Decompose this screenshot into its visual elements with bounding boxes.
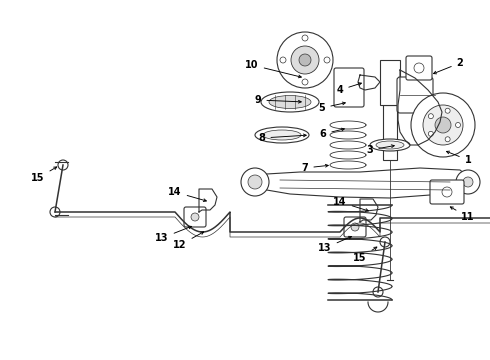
Polygon shape [250, 168, 470, 198]
Circle shape [351, 223, 359, 231]
Text: 6: 6 [319, 128, 344, 139]
Circle shape [277, 32, 333, 88]
Circle shape [58, 160, 68, 170]
Ellipse shape [269, 95, 311, 108]
FancyBboxPatch shape [383, 105, 397, 160]
Ellipse shape [263, 130, 301, 140]
Circle shape [302, 79, 308, 85]
Text: 4: 4 [337, 83, 362, 95]
Text: 8: 8 [259, 133, 306, 143]
Text: 15: 15 [353, 247, 377, 263]
Text: 11: 11 [450, 207, 475, 222]
Ellipse shape [255, 127, 309, 143]
Circle shape [428, 131, 433, 136]
Ellipse shape [261, 92, 319, 112]
Circle shape [191, 213, 199, 221]
FancyBboxPatch shape [430, 180, 464, 204]
Circle shape [456, 122, 461, 127]
Circle shape [411, 93, 475, 157]
Circle shape [442, 187, 452, 197]
Text: 7: 7 [302, 163, 328, 173]
Text: 13: 13 [155, 226, 192, 243]
Text: 12: 12 [173, 232, 204, 250]
Text: 14: 14 [333, 197, 368, 211]
Text: 14: 14 [168, 187, 206, 202]
FancyBboxPatch shape [334, 68, 364, 107]
Text: 1: 1 [446, 151, 471, 165]
Circle shape [423, 105, 463, 145]
Circle shape [463, 177, 473, 187]
Circle shape [324, 57, 330, 63]
Circle shape [414, 63, 424, 73]
Circle shape [248, 175, 262, 189]
Circle shape [302, 35, 308, 41]
Text: 10: 10 [245, 60, 301, 78]
Circle shape [291, 46, 319, 74]
Circle shape [445, 108, 450, 113]
Text: 2: 2 [434, 58, 464, 74]
FancyBboxPatch shape [380, 60, 400, 105]
Text: 5: 5 [318, 102, 345, 113]
Circle shape [50, 207, 60, 217]
Circle shape [456, 170, 480, 194]
Circle shape [435, 117, 451, 133]
FancyBboxPatch shape [397, 77, 433, 113]
Text: 15: 15 [31, 167, 57, 183]
FancyBboxPatch shape [344, 217, 366, 237]
Text: 3: 3 [367, 145, 394, 155]
Circle shape [280, 57, 286, 63]
Circle shape [380, 237, 390, 247]
Text: 13: 13 [318, 236, 351, 253]
Circle shape [428, 114, 433, 119]
Circle shape [241, 168, 269, 196]
FancyBboxPatch shape [406, 56, 432, 80]
Ellipse shape [376, 141, 404, 149]
Circle shape [373, 287, 383, 297]
Circle shape [299, 54, 311, 66]
Ellipse shape [370, 139, 410, 151]
Circle shape [445, 137, 450, 142]
FancyBboxPatch shape [184, 207, 206, 227]
Text: 9: 9 [255, 95, 301, 105]
